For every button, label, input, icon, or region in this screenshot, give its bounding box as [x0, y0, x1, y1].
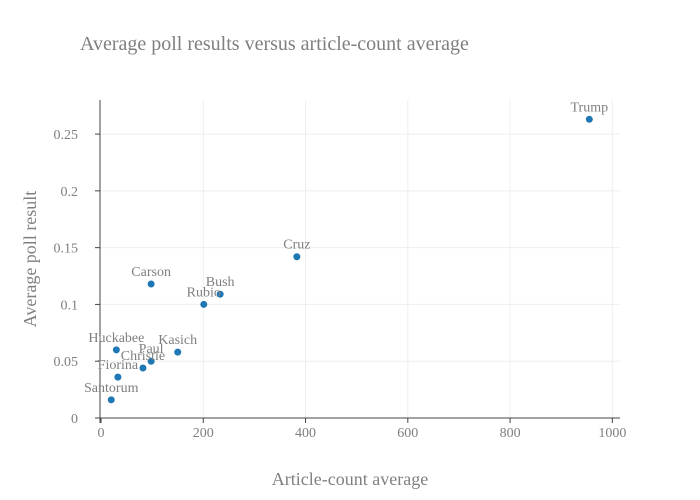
data-label-christie: Christie	[121, 349, 165, 364]
data-label-carson: Carson	[131, 265, 171, 280]
y-axis-title: Average poll result	[20, 191, 40, 328]
chart-title: Average poll results versus article-coun…	[80, 33, 469, 55]
data-label-bush: Bush	[206, 275, 235, 290]
data-point-cruz	[293, 253, 301, 261]
grid-layer	[100, 100, 620, 418]
axis-layer	[95, 100, 620, 423]
data-point-trump	[585, 115, 593, 123]
data-point-paul	[147, 357, 155, 365]
x-tick-label: 400	[295, 426, 316, 441]
y-tick-label: 0.1	[61, 298, 79, 313]
data-point-christie	[139, 364, 147, 372]
data-point-kasich	[174, 348, 182, 356]
data-label-kasich: Kasich	[158, 333, 197, 348]
x-tick-label: 800	[500, 426, 521, 441]
data-point-huckabee	[112, 346, 120, 354]
data-label-huckabee: Huckabee	[88, 331, 144, 346]
data-point-santorum	[107, 396, 115, 404]
y-tick-label: 0.05	[54, 355, 79, 370]
data-point-fiorina	[114, 373, 122, 381]
data-point-carson	[147, 280, 155, 288]
x-tick-label: 0	[98, 426, 105, 441]
data-label-rubio: Rubio	[187, 285, 221, 300]
ticks-layer: 0 200 400 600 800 1000 0 0.05 0.1 0.15 0.2 0.25	[54, 128, 627, 441]
data-label-cruz: Cruz	[283, 238, 310, 253]
y-tick-label: 0	[71, 412, 78, 427]
data-label-fiorina: Fiorina	[98, 358, 139, 373]
data-label-paul: Paul	[139, 342, 164, 357]
x-tick-label: 600	[397, 426, 418, 441]
data-point-bush	[216, 290, 224, 298]
data-label-trump: Trump	[571, 100, 609, 115]
y-tick-label: 0.15	[54, 242, 79, 257]
x-tick-label: 1000	[598, 426, 626, 441]
y-tick-label: 0.25	[54, 128, 79, 143]
data-label-santorum: Santorum	[84, 381, 139, 396]
x-tick-label: 200	[193, 426, 214, 441]
x-axis-title: Article-count average	[272, 469, 428, 489]
y-tick-label: 0.2	[61, 185, 79, 200]
data-point-rubio	[200, 300, 208, 308]
